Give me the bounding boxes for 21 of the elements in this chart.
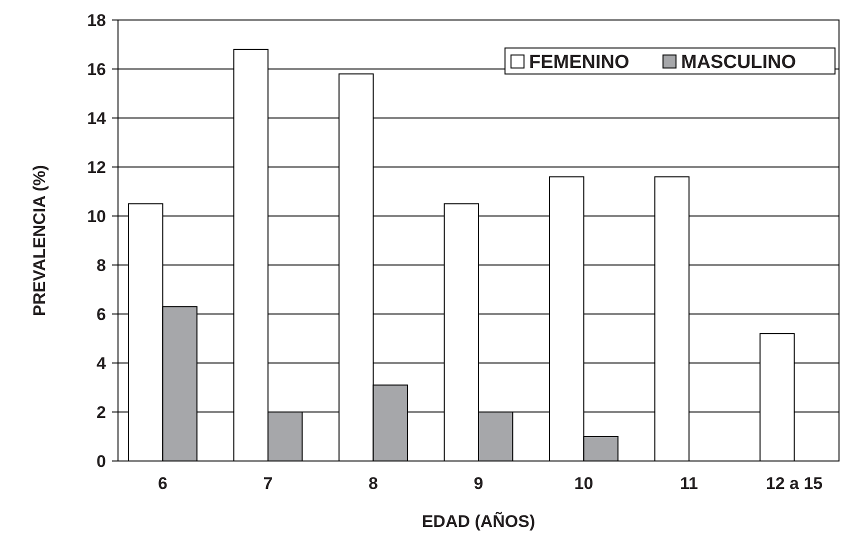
y-tick-label: 16	[87, 60, 106, 79]
y-tick-label: 14	[87, 108, 107, 128]
x-tick-label: 10	[574, 474, 594, 493]
y-tick-label: 8	[96, 256, 106, 275]
legend-label: FEMENINO	[529, 52, 630, 73]
y-tick-label: 10	[87, 206, 106, 226]
y-tick-label: 18	[87, 10, 106, 30]
y-tick-label: 12	[87, 158, 106, 177]
x-tick-label: 8	[368, 474, 378, 493]
x-tick-label: 6	[158, 474, 168, 493]
x-tick-label: 9	[474, 474, 484, 493]
y-axis-title: PREVALENCIA (%)	[30, 164, 49, 316]
legend-label: MASCULINO	[681, 52, 796, 73]
y-tick-label: 6	[96, 304, 106, 324]
x-tick-label: 11	[680, 474, 698, 493]
y-tick-label: 2	[96, 402, 106, 422]
x-axis-title: EDAD (AÑOS)	[422, 511, 536, 531]
x-tick-label: 12 a 15	[766, 474, 823, 493]
y-tick-label: 4	[96, 354, 107, 373]
x-tick-label: 7	[263, 474, 273, 493]
y-tick-label: 0	[96, 452, 106, 471]
